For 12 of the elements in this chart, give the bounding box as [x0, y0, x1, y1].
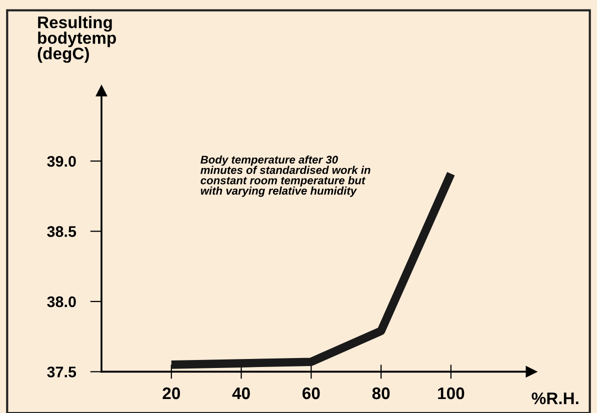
y-tick-label: 38.0	[47, 296, 76, 308]
x-tick-label: 100	[438, 387, 464, 400]
y-tick-label: 37.5	[47, 366, 76, 378]
x-tick-label: 40	[232, 387, 250, 400]
annotation: Body temperature after 30 minutes of standardised work in constant room temperature but with varying relative humidity	[200, 155, 370, 197]
x-tick-label: 60	[302, 387, 320, 400]
y-tick-label: 39.0	[47, 156, 76, 167]
x-axis-title: %R.H.	[532, 392, 578, 404]
x-tick-label: 20	[162, 387, 180, 400]
y-axis-title: Resulting bodytemp (degC)	[38, 16, 116, 63]
y-tick-label: 38.5	[47, 226, 76, 237]
x-tick-label: 80	[372, 387, 390, 400]
